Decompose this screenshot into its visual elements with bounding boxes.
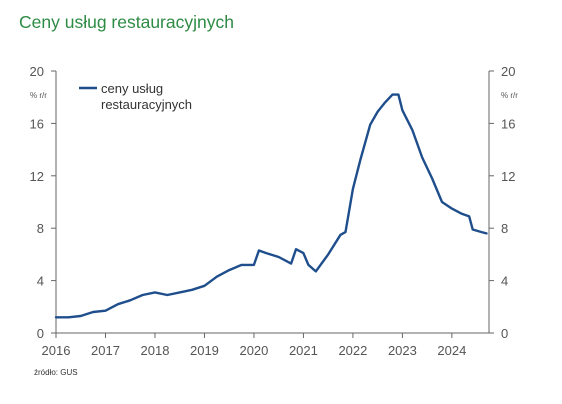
y-tick-label-left: 8: [37, 221, 44, 236]
x-tick-label: 2019: [190, 343, 219, 358]
y-tick-label-right: 12: [501, 169, 515, 184]
series-group: [54, 93, 488, 319]
x-tick-label: 2022: [338, 343, 367, 358]
x-tick-label: 2017: [91, 343, 120, 358]
x-tick-label: 2018: [141, 343, 170, 358]
x-tick-label: 2024: [437, 343, 466, 358]
y-tick-label-right: 8: [501, 221, 508, 236]
y-tick-label-left: 16: [30, 116, 44, 131]
legend-label: ceny usług restauracyjnych: [101, 81, 192, 112]
legend: ceny usług restauracyjnych: [79, 81, 192, 112]
y-tick-label-left: 12: [30, 169, 44, 184]
y-tick-label-right: 16: [501, 116, 515, 131]
y-unit-right: % r/r: [501, 91, 518, 100]
legend-label-line: restauracyjnych: [101, 97, 192, 112]
chart-title: Ceny usług restauracyjnych: [19, 12, 234, 32]
x-tick-label: 2021: [289, 343, 318, 358]
chart-axes: [51, 70, 494, 338]
x-tick-label: 2020: [239, 343, 268, 358]
series-line: [54, 93, 488, 319]
legend-label-line: ceny usług: [101, 81, 163, 96]
y-tick-label-left: 0: [37, 326, 44, 341]
y-tick-label-left: 20: [30, 64, 44, 79]
y-unit-left: % r/r: [30, 91, 47, 100]
y-tick-label-left: 4: [37, 274, 44, 289]
x-tick-label: 2023: [388, 343, 417, 358]
y-tick-label-right: 0: [501, 326, 508, 341]
y-tick-label-right: 20: [501, 64, 515, 79]
source-note: źródło: GUS: [34, 368, 78, 377]
y-tick-label-right: 4: [501, 274, 508, 289]
x-tick-label: 2016: [42, 343, 71, 358]
